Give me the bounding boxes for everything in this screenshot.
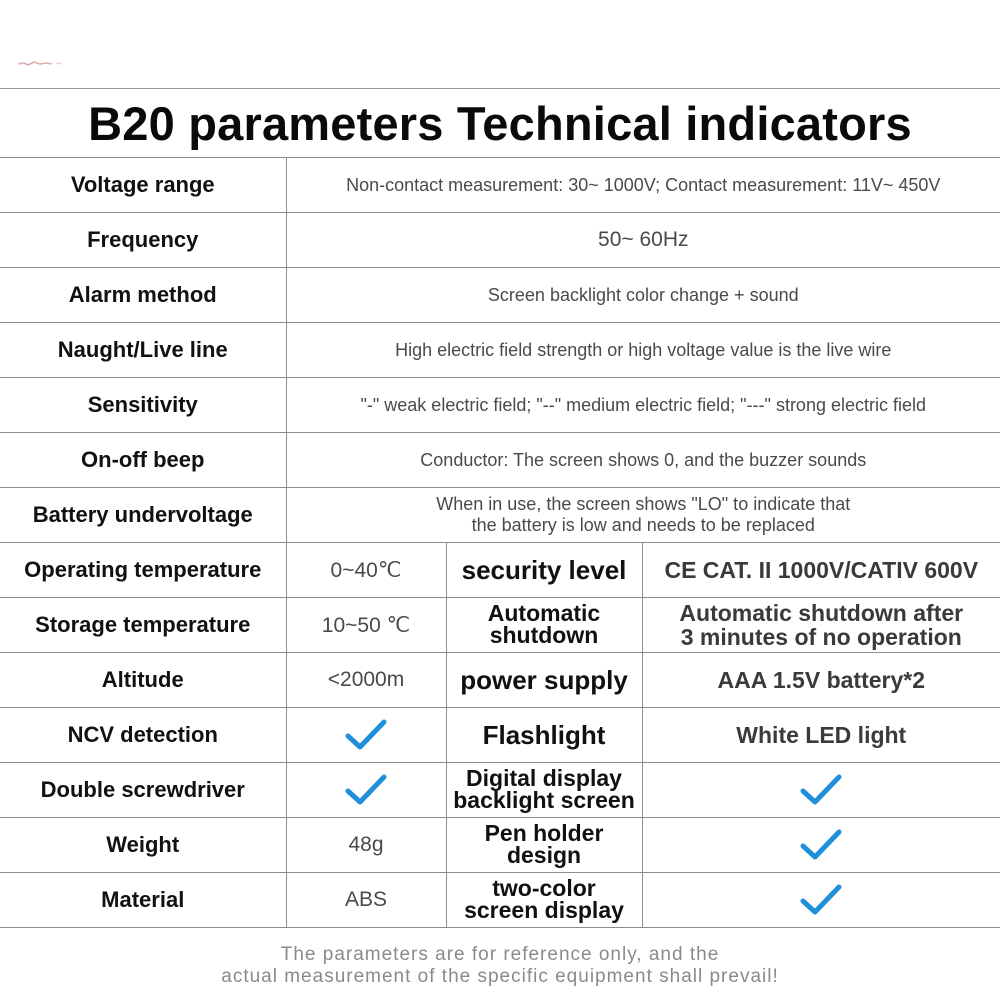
spec-value-line: the battery is low and needs to be repla… [471, 515, 815, 535]
footnote-line: actual measurement of the specific equip… [221, 966, 779, 987]
spec-label: Double screwdriver [0, 762, 287, 818]
spec-value-secondary: Automatic shutdown after 3 minutes of no… [641, 597, 1000, 653]
table-row: Weight 48g Pen holder design [0, 817, 1000, 873]
footnote: The parameters are for reference only, a… [0, 944, 1000, 988]
spec-value: Conductor: The screen shows 0, and the b… [285, 432, 1000, 488]
check-icon [345, 774, 387, 805]
spec-value: 10~50 ℃ [285, 597, 447, 653]
spec-label: Weight [0, 817, 287, 873]
spec-value-line: 3 minutes of no operation [680, 624, 962, 650]
spec-label: Material [0, 872, 287, 928]
table-row: On-off beep Conductor: The screen shows … [0, 432, 1000, 488]
spec-value: 48g [285, 817, 447, 873]
spec-label-secondary: power supply [445, 652, 643, 708]
check-icon [800, 774, 842, 805]
spec-label: Storage temperature [0, 597, 287, 653]
spec-label: Sensitivity [0, 377, 287, 433]
spec-label-line: Automatic [487, 600, 601, 627]
table-row: Altitude <2000m power supply AAA 1.5V ba… [0, 652, 1000, 708]
table-row: Frequency 50~ 60Hz [0, 212, 1000, 268]
table-row: Sensitivity "-" weak electric field; "--… [0, 377, 1000, 433]
spec-label-line: design [506, 842, 582, 868]
page-title: B20 parameters Technical indicators [88, 97, 912, 150]
table-row: Double screwdriver Digital display backl… [0, 762, 1000, 818]
spec-value-secondary [641, 817, 1000, 873]
spec-table: Voltage range Non-contact measurement: 3… [0, 157, 1000, 928]
spec-label: Frequency [0, 212, 287, 268]
spec-value-secondary [641, 762, 1000, 818]
spec-label-secondary: Pen holder design [445, 817, 643, 873]
check-icon [800, 829, 842, 860]
table-row: NCV detection Flashlight White LED light [0, 707, 1000, 763]
spec-label: NCV detection [0, 707, 287, 763]
spec-label-line: backlight screen [453, 787, 635, 813]
check-icon [345, 719, 387, 750]
footnote-line: The parameters are for reference only, a… [280, 944, 720, 965]
spec-value-secondary: AAA 1.5V battery*2 [641, 652, 1000, 708]
spec-label: Voltage range [0, 157, 287, 213]
spec-value-secondary: White LED light [641, 707, 1000, 763]
top-divider [0, 88, 1000, 89]
spec-label: Naught/Live line [0, 322, 287, 378]
spec-label-line: two-color [492, 875, 596, 902]
table-row: Naught/Live line High electric field str… [0, 322, 1000, 378]
table-row: Alarm method Screen backlight color chan… [0, 267, 1000, 323]
spec-value: When in use, the screen shows "LO" to in… [285, 487, 1000, 543]
spec-value: "-" weak electric field; "--" medium ele… [285, 377, 1000, 433]
spec-label-secondary: Flashlight [445, 707, 643, 763]
spec-value-secondary: CE CAT. II 1000V/CATIV 600V [641, 542, 1000, 598]
spec-value: Non-contact measurement: 30~ 1000V; Cont… [285, 157, 1000, 213]
spec-value-line: When in use, the screen shows "LO" to in… [436, 494, 851, 514]
spec-label-secondary: Automatic shutdown [445, 597, 643, 653]
check-icon [800, 884, 842, 915]
spec-label: Altitude [0, 652, 287, 708]
spec-label-line: shutdown [489, 622, 599, 648]
table-row: Operating temperature 0~40℃ security lev… [0, 542, 1000, 598]
table-row: Battery undervoltage When in use, the sc… [0, 487, 1000, 543]
logo-mark [17, 61, 63, 66]
spec-label: On-off beep [0, 432, 287, 488]
spec-value [285, 762, 447, 818]
spec-value: 50~ 60Hz [285, 212, 1000, 268]
spec-label: Operating temperature [0, 542, 287, 598]
spec-value-line: Automatic shutdown after [679, 599, 964, 626]
spec-label: Alarm method [0, 267, 287, 323]
spec-label: Battery undervoltage [0, 487, 287, 543]
table-row: Material ABS two-color screen display [0, 872, 1000, 928]
spec-value: High electric field strength or high vol… [285, 322, 1000, 378]
table-row: Voltage range Non-contact measurement: 3… [0, 157, 1000, 213]
spec-value-secondary [641, 872, 1000, 928]
spec-value: <2000m [285, 652, 447, 708]
table-row: Storage temperature 10~50 ℃ Automatic sh… [0, 597, 1000, 653]
spec-value: Screen backlight color change + sound [285, 267, 1000, 323]
spec-value: ABS [285, 872, 447, 928]
spec-label-secondary: security level [445, 542, 643, 598]
spec-label-line: Pen holder [484, 820, 604, 847]
spec-label-line: Digital display [466, 765, 622, 792]
spec-label-secondary: Digital display backlight screen [445, 762, 643, 818]
spec-label-line: screen display [464, 897, 624, 923]
spec-value [285, 707, 447, 763]
spec-value: 0~40℃ [285, 542, 447, 598]
spec-label-secondary: two-color screen display [445, 872, 643, 928]
